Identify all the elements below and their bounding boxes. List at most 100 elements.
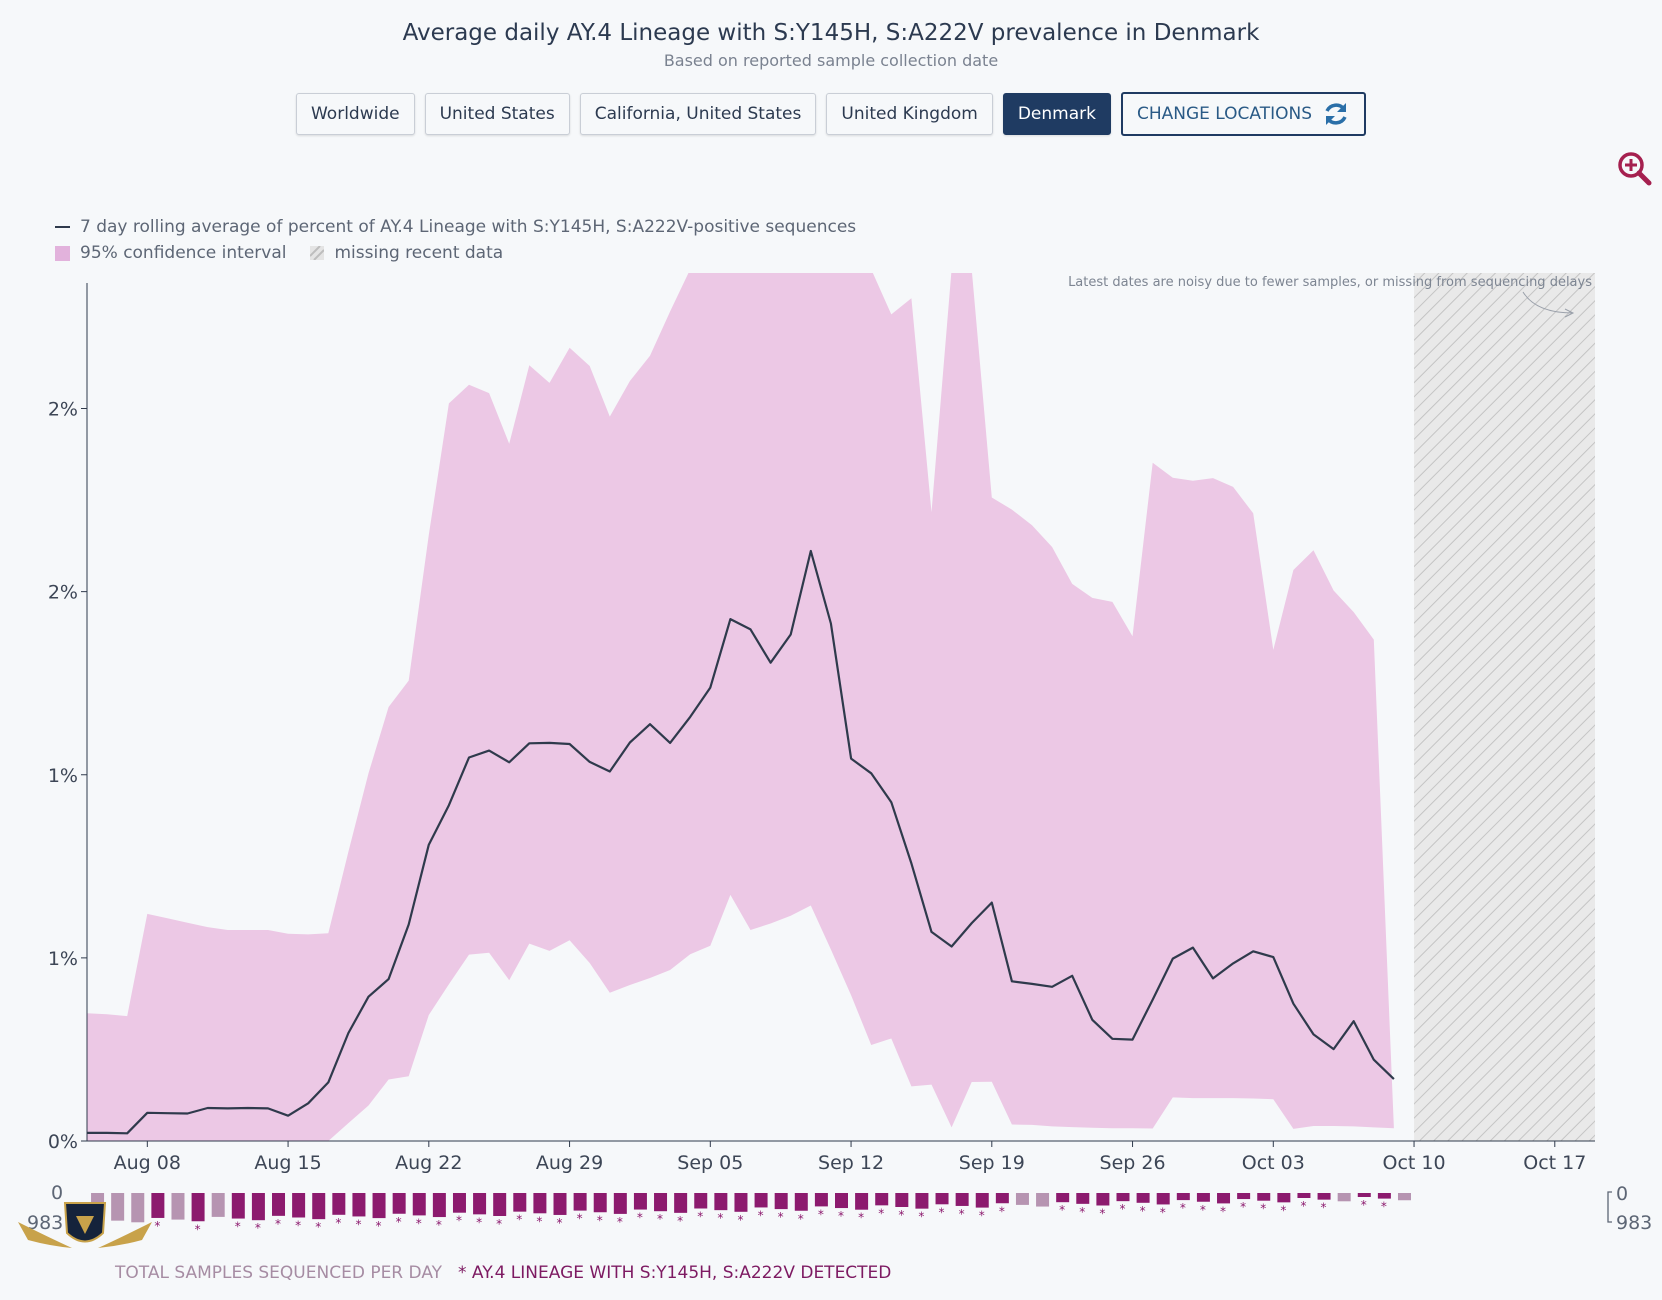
detected-marker: * <box>476 1215 482 1229</box>
detected-marker: * <box>1160 1205 1166 1219</box>
sample-count-bar <box>1136 1193 1150 1203</box>
detected-marker: * <box>516 1213 522 1227</box>
detected-marker: * <box>617 1215 623 1229</box>
legend-line-swatch <box>55 226 70 228</box>
detected-marker: * <box>637 1211 643 1225</box>
sample-count-bar <box>372 1193 386 1219</box>
x-tick-label: Sep 26 <box>1100 1152 1166 1174</box>
detected-marker: * <box>818 1207 824 1221</box>
sample-count-bar <box>613 1193 627 1214</box>
bars-legend-total: TOTAL SAMPLES SEQUENCED PER DAY <box>115 1263 443 1283</box>
sample-count-bar <box>1357 1193 1371 1197</box>
detected-marker: * <box>677 1214 683 1228</box>
counts-axis-top-label: 0 <box>51 1182 63 1204</box>
change-locations-label: CHANGE LOCATIONS <box>1136 104 1312 124</box>
sample-count-bar <box>995 1193 1009 1204</box>
detected-marker: * <box>939 1205 945 1219</box>
detected-marker: * <box>657 1212 663 1226</box>
sample-count-bar <box>1056 1193 1070 1203</box>
sample-count-bar <box>553 1193 567 1215</box>
sample-count-bar <box>915 1193 929 1209</box>
sample-count-bar <box>875 1193 889 1206</box>
sample-count-bar <box>151 1193 165 1218</box>
detected-marker: * <box>1180 1201 1186 1215</box>
refresh-icon <box>1325 103 1347 125</box>
sample-count-bar <box>714 1193 728 1211</box>
detected-marker: * <box>436 1218 442 1232</box>
annotation-arrowhead <box>1564 308 1575 318</box>
sample-count-bar <box>1217 1193 1231 1204</box>
sample-count-bar <box>1176 1193 1190 1201</box>
y-tick-label: 0% <box>48 1131 78 1153</box>
detected-marker: * <box>1240 1200 1246 1214</box>
watermark-logo <box>18 1202 152 1248</box>
chart-subtitle: Based on reported sample collection date <box>663 51 999 70</box>
sample-count-bar <box>1015 1193 1029 1205</box>
location-button-united-states[interactable]: United States <box>424 93 570 135</box>
counts-axis-right-bracket <box>1607 1191 1612 1223</box>
detected-marker: * <box>335 1216 341 1230</box>
sample-count-bar <box>1397 1193 1411 1201</box>
detected-marker: * <box>878 1206 884 1220</box>
sample-count-bar <box>674 1193 688 1213</box>
sample-count-bar <box>1277 1193 1291 1203</box>
sample-count-bar <box>1116 1193 1130 1202</box>
detected-marker: * <box>1300 1199 1306 1213</box>
detected-marker: * <box>1361 1198 1367 1212</box>
sample-count-bar <box>1317 1193 1331 1200</box>
detected-marker: * <box>1321 1201 1327 1215</box>
location-button-california[interactable]: California, United States <box>579 93 817 135</box>
x-tick-label: Aug 15 <box>254 1152 321 1174</box>
sample-count-bar <box>352 1193 366 1217</box>
detected-marker: * <box>195 1222 201 1236</box>
x-tick-label: Aug 08 <box>114 1152 181 1174</box>
location-button-united-kingdom[interactable]: United Kingdom <box>826 93 993 135</box>
confidence-interval-area <box>87 273 1394 1141</box>
sample-count-bar <box>654 1193 668 1212</box>
counts-axis-right-bottom-label: 983 <box>1616 1212 1652 1234</box>
y-tick-label: 1% <box>48 948 78 970</box>
sample-count-bar <box>111 1193 125 1221</box>
sample-count-bar <box>332 1193 346 1215</box>
location-button-denmark[interactable]: Denmark <box>1002 93 1111 135</box>
missing-data-region <box>1414 273 1595 1141</box>
sample-count-bar <box>1297 1193 1311 1198</box>
sample-count-bar <box>412 1193 426 1216</box>
detected-marker: * <box>1119 1202 1125 1216</box>
detected-marker: * <box>717 1211 723 1225</box>
sample-count-bar <box>835 1193 848 1209</box>
detected-marker: * <box>798 1212 804 1226</box>
detected-marker: * <box>1079 1205 1085 1219</box>
x-tick-label: Aug 22 <box>395 1152 462 1174</box>
chart-legend: 7 day rolling average of percent of AY.4… <box>55 214 856 266</box>
location-selector: Worldwide United States California, Unit… <box>0 92 1662 136</box>
detected-marker: * <box>898 1208 904 1222</box>
sample-count-bar <box>493 1193 507 1216</box>
sample-count-bar <box>573 1193 587 1211</box>
y-tick-label: 2% <box>48 582 78 604</box>
change-locations-button[interactable]: CHANGE LOCATIONS <box>1120 92 1366 136</box>
bars-legend-detected: * AY.4 LINEAGE WITH S:Y145H, S:A222V DET… <box>458 1263 892 1283</box>
detected-marker: * <box>959 1207 965 1221</box>
location-button-worldwide[interactable]: Worldwide <box>295 93 415 135</box>
sample-count-bar <box>1237 1193 1251 1200</box>
detected-marker: * <box>858 1211 864 1225</box>
legend-item-ci: 95% confidence interval missing recent d… <box>55 240 856 266</box>
sample-count-bar <box>191 1193 205 1222</box>
sample-count-bar <box>251 1193 265 1221</box>
zoom-in-icon[interactable] <box>1617 151 1653 187</box>
detected-marker: * <box>235 1220 241 1234</box>
detected-marker: * <box>275 1217 281 1231</box>
sample-count-bar <box>452 1193 466 1213</box>
sample-count-bar <box>1377 1193 1391 1199</box>
detected-marker: * <box>597 1213 603 1227</box>
sample-count-bar <box>513 1193 527 1212</box>
detected-marker: * <box>737 1213 743 1227</box>
x-tick-label: Sep 12 <box>818 1152 884 1174</box>
detected-marker: * <box>295 1219 301 1233</box>
counts-axis-right-top-label: 0 <box>1616 1183 1628 1205</box>
sample-count-bar <box>272 1193 286 1216</box>
detected-marker: * <box>1220 1204 1226 1218</box>
missing-data-annotation: Latest dates are noisy due to fewer samp… <box>1068 275 1592 290</box>
